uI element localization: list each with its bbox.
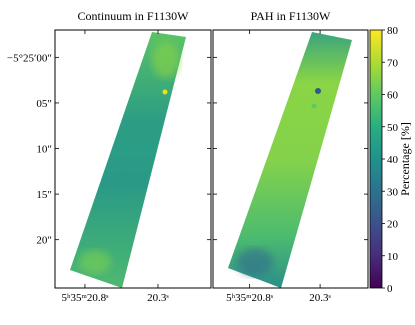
colorbar-tick-label: 50 bbox=[387, 122, 399, 134]
colorbar-tick-label: 10 bbox=[387, 251, 399, 263]
panel-title: PAH in F1130W bbox=[251, 9, 331, 23]
y-tick-label: 10″ bbox=[36, 144, 52, 156]
colorbar bbox=[369, 29, 383, 289]
panel-frame bbox=[54, 29, 212, 289]
strip-right bbox=[228, 32, 352, 288]
colorbar-tick-label: 70 bbox=[387, 57, 399, 69]
y-tick-label: −5°25′00″ bbox=[7, 52, 52, 64]
panel-frame bbox=[212, 29, 369, 289]
y-tick-label: 05″ bbox=[36, 98, 52, 110]
y-tick-label: 20″ bbox=[36, 235, 52, 247]
colorbar-tick-label: 30 bbox=[387, 186, 399, 198]
colorbar-tick-label: 60 bbox=[387, 90, 399, 102]
colorbar-tick-label: 20 bbox=[387, 219, 399, 231]
strip-left bbox=[70, 32, 186, 288]
colorbar-tick-label: 40 bbox=[387, 154, 399, 166]
x-tick-label: 20.3ˢ bbox=[147, 292, 169, 304]
y-tick-label: 15″ bbox=[36, 189, 52, 201]
x-tick-label: 20.3ˢ bbox=[309, 292, 331, 304]
x-tick-label: 5ʰ35ᵐ20.8ˢ bbox=[61, 292, 109, 304]
x-tick-label: 5ʰ35ᵐ20.8ˢ bbox=[226, 292, 274, 304]
panel-title: Continuum in F1130W bbox=[78, 9, 190, 23]
colorbar-label: Percentage [%] bbox=[398, 122, 412, 196]
colorbar-tick-label: 80 bbox=[387, 25, 399, 37]
colorbar-tick-label: 0 bbox=[387, 283, 393, 295]
